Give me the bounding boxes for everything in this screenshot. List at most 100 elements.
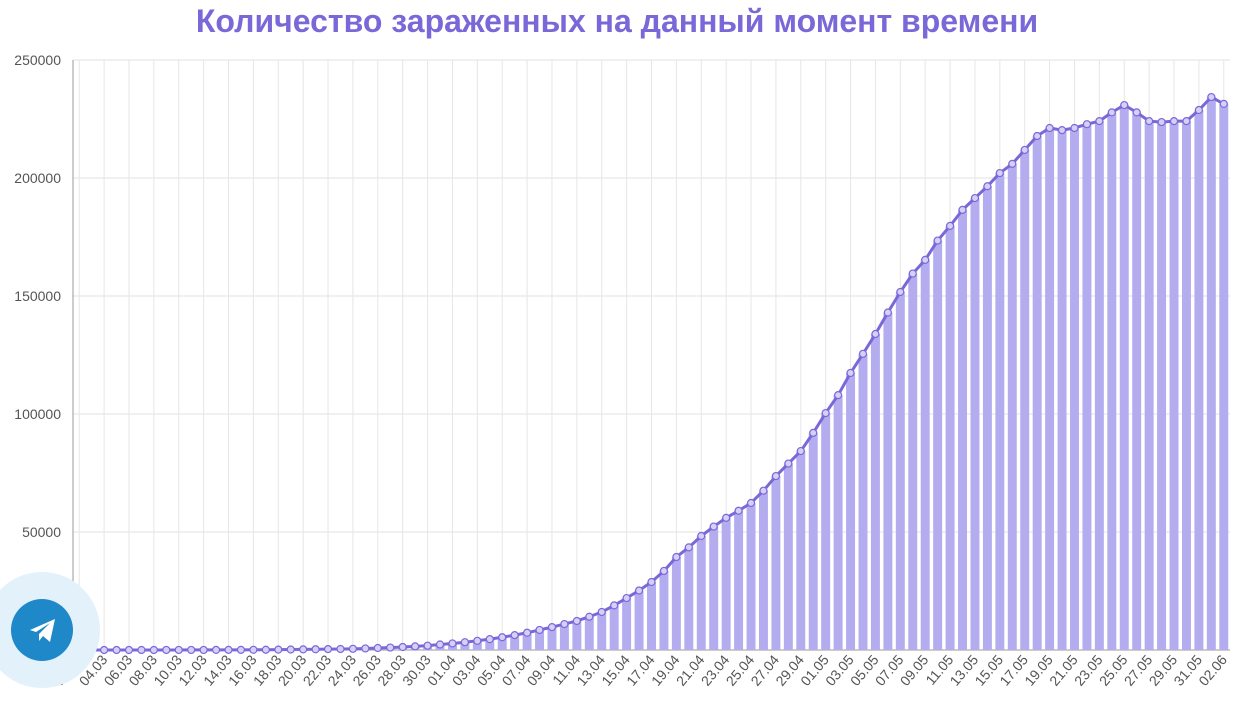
point	[897, 288, 904, 295]
point	[1183, 118, 1190, 125]
bar	[1008, 164, 1017, 650]
point	[337, 645, 344, 652]
point	[138, 646, 145, 653]
bar	[1194, 110, 1203, 650]
point	[349, 645, 356, 652]
bar	[1207, 97, 1216, 650]
point	[673, 554, 680, 561]
point	[237, 646, 244, 653]
point	[922, 256, 929, 263]
button-circle[interactable]	[11, 599, 73, 661]
bar	[771, 476, 780, 650]
x-tick-label: 09.04	[523, 651, 558, 688]
y-tick-label: 250000	[14, 52, 61, 68]
bar	[908, 274, 917, 650]
bar	[610, 605, 619, 650]
bar	[1132, 112, 1141, 650]
point	[150, 646, 157, 653]
point	[1083, 121, 1090, 128]
point	[163, 646, 170, 653]
point	[1009, 160, 1016, 167]
bar	[970, 198, 979, 650]
point	[872, 330, 879, 337]
point	[1146, 118, 1153, 125]
point	[1021, 146, 1028, 153]
y-tick-label: 50000	[22, 524, 61, 540]
bar	[597, 612, 606, 650]
point	[660, 567, 667, 574]
point	[723, 514, 730, 521]
bar	[883, 313, 892, 650]
point	[772, 473, 779, 480]
bar	[1082, 124, 1091, 650]
bar	[659, 571, 668, 650]
point	[934, 237, 941, 244]
point	[113, 646, 120, 653]
point	[748, 499, 755, 506]
point	[959, 206, 966, 213]
chart-title: Количество зараженных на данный момент в…	[196, 3, 1038, 39]
point	[1158, 119, 1165, 126]
bar	[995, 173, 1004, 650]
point	[984, 183, 991, 190]
point	[412, 643, 419, 650]
point	[648, 579, 655, 586]
bar	[809, 433, 818, 650]
point	[399, 644, 406, 651]
bar	[684, 547, 693, 650]
plot: 5000010000015000020000025000002.0304.030…	[14, 52, 1230, 689]
y-tick-label: 100000	[14, 406, 61, 422]
point	[312, 646, 319, 653]
bar	[946, 226, 955, 650]
bar	[846, 373, 855, 650]
bar	[921, 260, 930, 650]
bar	[622, 598, 631, 650]
bar	[834, 395, 843, 650]
bar	[896, 292, 905, 650]
point	[424, 642, 431, 649]
point	[362, 645, 369, 652]
point	[1096, 118, 1103, 125]
point	[511, 632, 518, 639]
point	[374, 645, 381, 652]
bar	[747, 503, 756, 650]
bar	[958, 210, 967, 650]
point	[971, 195, 978, 202]
bar	[1045, 128, 1054, 650]
bar	[859, 354, 868, 650]
bar	[1058, 130, 1067, 650]
point	[1071, 124, 1078, 131]
point	[561, 621, 568, 628]
point	[275, 646, 282, 653]
point	[573, 617, 580, 624]
point	[835, 392, 842, 399]
point	[200, 646, 207, 653]
point	[909, 270, 916, 277]
x-tick-label: 02.06	[1195, 651, 1230, 688]
point	[996, 170, 1003, 177]
point	[461, 639, 468, 646]
point	[636, 587, 643, 594]
point	[859, 350, 866, 357]
bar	[1095, 121, 1104, 650]
point	[1220, 100, 1227, 107]
x-tick-label: 09.05	[897, 651, 932, 688]
point	[947, 222, 954, 229]
bar	[585, 617, 594, 650]
bar	[1070, 128, 1079, 650]
point	[598, 609, 605, 616]
bar	[871, 334, 880, 650]
point	[1121, 102, 1128, 109]
bar	[572, 621, 581, 650]
point	[685, 544, 692, 551]
point	[300, 646, 307, 653]
point	[1034, 132, 1041, 139]
point	[262, 646, 269, 653]
bar	[1219, 104, 1228, 650]
point	[474, 637, 481, 644]
point	[387, 644, 394, 651]
point	[710, 523, 717, 530]
bar	[1120, 105, 1129, 650]
bar	[647, 582, 656, 650]
